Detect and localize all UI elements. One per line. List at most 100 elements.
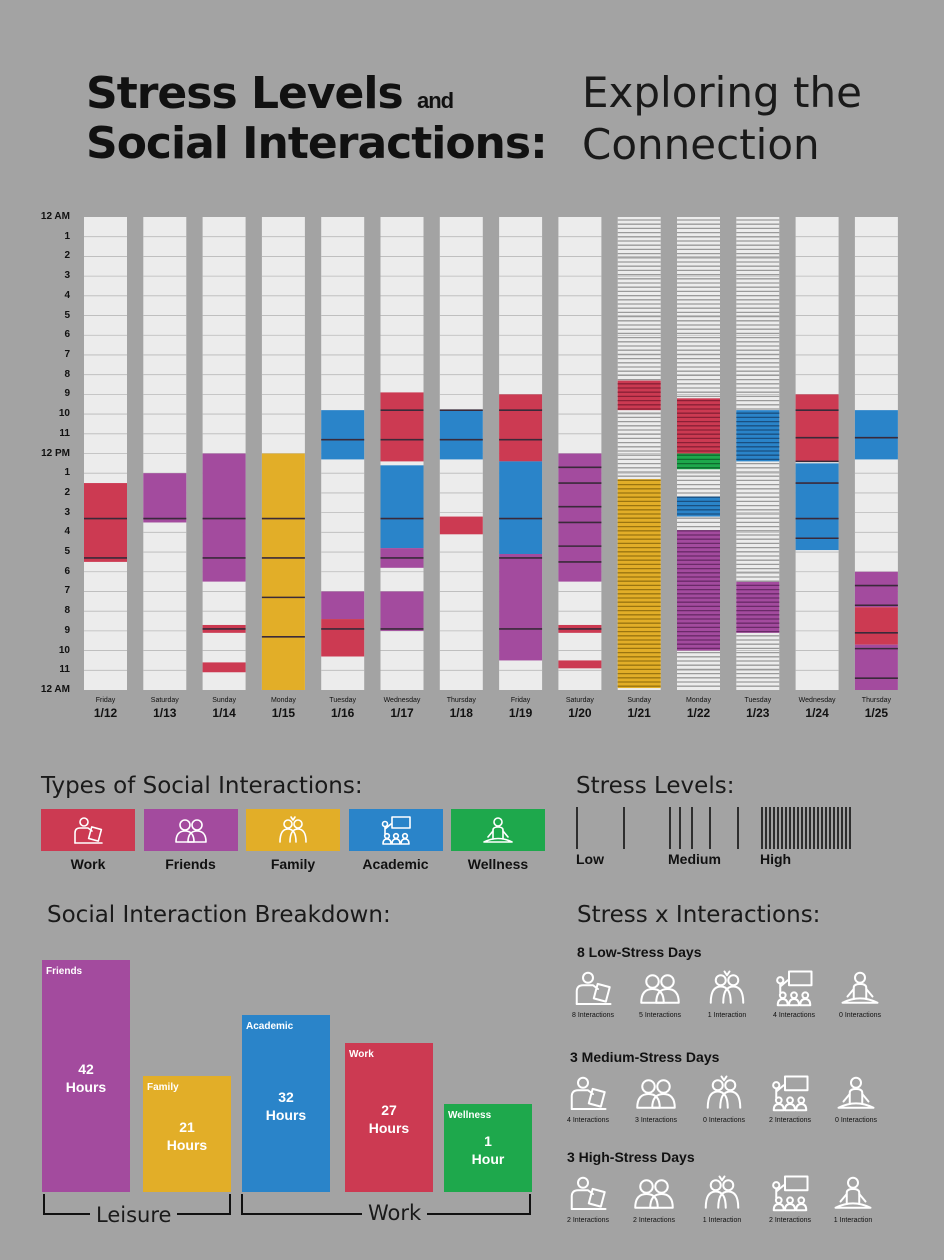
hour-tick-label: 7 <box>64 348 70 360</box>
interaction-count: 2 Interactions <box>566 1217 610 1224</box>
day-name-label: Monday <box>270 697 296 704</box>
hour-tick-label: 3 <box>64 270 70 282</box>
interaction-segment-academic <box>736 410 780 462</box>
day-column <box>499 217 543 690</box>
breakdown-bar-value: 32 <box>278 1088 294 1105</box>
two-people-icon <box>634 1179 674 1209</box>
interaction-segment-academic <box>380 465 424 549</box>
breakdown-bar-unit: Hours <box>265 1106 307 1123</box>
stress-group-icons <box>570 1075 875 1112</box>
interaction-segment-friends <box>854 571 898 608</box>
day-column <box>558 217 602 690</box>
day-date-label: 1/21 <box>627 706 651 720</box>
presenter-icon <box>570 1076 607 1110</box>
day-name-label: Saturday <box>150 697 179 704</box>
day-date-label: 1/25 <box>864 706 889 720</box>
interaction-segment-friends <box>380 591 424 631</box>
breakdown-bar-value: 1 <box>484 1133 492 1149</box>
meditation-icon <box>483 817 513 843</box>
interaction-count: 4 Interactions <box>772 1012 816 1019</box>
interaction-segment-family <box>261 453 305 690</box>
interaction-count: 0 Interactions <box>834 1117 878 1124</box>
classroom-icon <box>772 1075 809 1112</box>
interaction-segment-work <box>795 394 839 462</box>
day-name-label: Thursday <box>861 697 891 704</box>
interaction-segment-academic <box>854 410 898 460</box>
hour-tick-label: 5 <box>64 309 70 321</box>
interaction-count: 1 Interaction <box>702 1217 742 1224</box>
stress-medium-label: Medium <box>668 851 721 867</box>
classroom-icon <box>381 816 411 845</box>
day-date-label: 1/19 <box>508 706 533 720</box>
day-column <box>84 217 127 690</box>
day-name-label: Sunday <box>212 697 236 704</box>
hour-tick-label: 4 <box>64 526 70 538</box>
hour-tick-label: 8 <box>64 605 70 617</box>
stress-group-title: 3 High-Stress Days <box>567 1149 695 1165</box>
hour-tick-label: 6 <box>64 329 70 341</box>
interaction-count: 0 Interactions <box>702 1117 746 1124</box>
stress-low-label: Low <box>576 851 604 867</box>
hour-tick-label: 10 <box>58 408 70 420</box>
breakdown-heading: Social Interaction Breakdown: <box>47 902 391 928</box>
day-name-label: Monday <box>686 697 711 704</box>
day-name-label: Tuesday <box>329 697 356 704</box>
leisure-group-label: Leisure <box>90 1203 178 1227</box>
breakdown-bar-category: Friends <box>46 966 83 977</box>
interaction-count: 0 Interactions <box>838 1012 882 1019</box>
two-people-icon <box>174 819 207 843</box>
day-date-label: 1/17 <box>390 706 414 720</box>
stress-group-title: 8 Low-Stress Days <box>577 944 702 960</box>
legend-label: Academic <box>362 856 429 872</box>
day-name-label: Wednesday <box>383 697 421 704</box>
timeline-svg <box>84 217 898 690</box>
day-name-label: Friday <box>95 697 116 704</box>
hour-tick-label: 9 <box>64 388 70 400</box>
title-line1: Stress Levels and <box>86 68 454 119</box>
interaction-segment-friends <box>202 453 246 582</box>
interaction-segment-academic <box>439 410 483 460</box>
hour-tick-label: 11 <box>59 427 70 439</box>
couple-icon <box>704 1175 740 1209</box>
legend-swatch-wellness <box>451 809 545 851</box>
breakdown-bar-wellness: Wellness 1 Hour <box>444 1104 532 1192</box>
interaction-count: 2 Interactions <box>768 1117 812 1124</box>
presenter-icon <box>575 971 612 1005</box>
breakdown-bar-work: Work 27 Hours <box>345 1042 433 1192</box>
work-group-label: Work <box>362 1201 428 1225</box>
day-date-label: 1/23 <box>746 706 770 720</box>
interaction-segment-academic <box>795 463 839 551</box>
interaction-count: 8 Interactions <box>571 1012 615 1019</box>
stress-group-icons <box>575 970 879 1007</box>
legend-label: Friends <box>165 856 216 872</box>
interaction-segment-work <box>439 516 483 535</box>
day-date-label: 1/24 <box>805 706 829 720</box>
day-column <box>795 217 839 690</box>
timeline-chart: 12 AM 1 2 3 4 5 6 7 8 9 10 11 12 PM 1 2 3 4 5 6 7 8 9 10 11 12 A… <box>41 212 898 720</box>
stress-group-icons <box>570 1175 872 1212</box>
presenter-icon <box>74 817 103 844</box>
hour-tick-label: 1 <box>64 230 70 242</box>
day-name-label: Saturday <box>565 697 594 704</box>
couple-icon <box>706 1075 742 1109</box>
hour-tick-label: 2 <box>64 250 70 262</box>
couple-icon <box>279 816 307 843</box>
day-name-label: Wednesday <box>798 697 836 704</box>
hour-tick-label: 1 <box>64 467 70 479</box>
two-people-icon <box>640 974 680 1004</box>
hour-tick-label: 9 <box>64 624 70 636</box>
interaction-segment-friends <box>677 530 720 651</box>
hour-tick-label: 5 <box>64 546 70 558</box>
interaction-count: 3 Interactions <box>634 1117 678 1124</box>
hour-tick-label: 7 <box>64 585 70 597</box>
interaction-segment-academic <box>499 461 543 555</box>
interaction-count: 4 Interactions <box>566 1117 610 1124</box>
breakdown-bar-category: Work <box>349 1048 374 1060</box>
interaction-segment-work <box>617 380 661 411</box>
legend-swatch-friends <box>143 809 238 851</box>
hour-tick-label: 6 <box>64 565 70 577</box>
day-name-label: Sunday <box>627 697 652 704</box>
breakdown-bar-value: 21 <box>179 1119 195 1135</box>
interaction-segment-wellness <box>677 453 720 470</box>
title-and: and <box>416 88 454 113</box>
